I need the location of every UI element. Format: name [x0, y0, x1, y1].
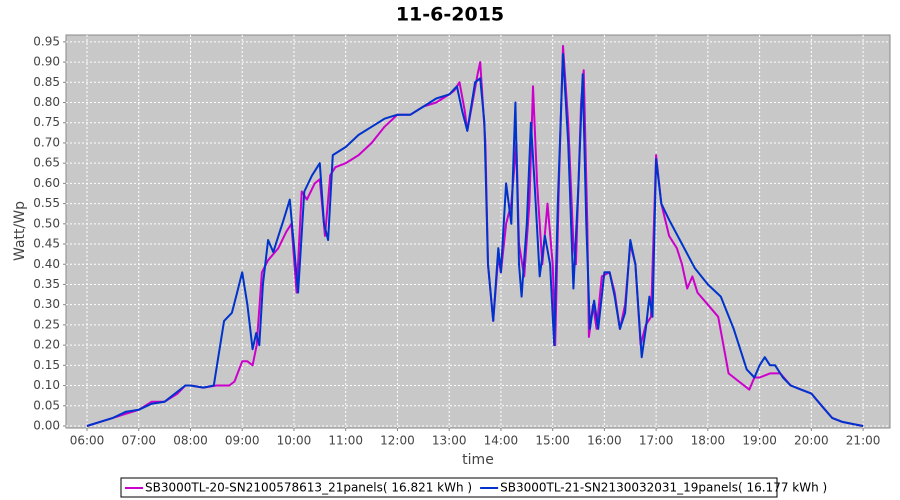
y-tick-label: 0.15 [33, 358, 60, 372]
y-tick-label: 0.85 [33, 75, 60, 89]
x-tick-label: 08:00 [173, 434, 208, 448]
y-tick-label: 0.70 [33, 135, 60, 149]
y-tick-label: 0.40 [33, 257, 60, 271]
y-tick-label: 0.75 [33, 115, 60, 129]
x-axis-label: time [462, 452, 494, 468]
y-tick-label: 0.65 [33, 156, 60, 170]
x-tick-label: 14:00 [484, 434, 519, 448]
chart-title: 11-6-2015 [396, 4, 504, 26]
x-tick-label: 18:00 [691, 434, 726, 448]
y-tick-label: 0.30 [33, 297, 60, 311]
x-tick-label: 16:00 [587, 434, 622, 448]
x-tick-label: 17:00 [639, 434, 674, 448]
x-tick-label: 13:00 [432, 434, 467, 448]
y-tick-label: 0.95 [33, 34, 60, 48]
x-tick-label: 11:00 [328, 434, 363, 448]
y-tick-label: 0.05 [33, 398, 60, 412]
x-tick-label: 15:00 [535, 434, 570, 448]
y-tick-label: 0.20 [33, 338, 60, 352]
legend-label: SB3000TL-20-SN2100578613_21panels( 16.82… [145, 481, 472, 495]
y-tick-label: 0.45 [33, 237, 60, 251]
plot-area [65, 34, 891, 429]
legend-label: SB3000TL-21-SN2130032031_19panels( 16.17… [500, 481, 827, 495]
y-tick-label: 0.60 [33, 176, 60, 190]
y-axis-label: Watt/Wp [12, 201, 28, 261]
x-tick-label: 10:00 [277, 434, 312, 448]
y-tick-label: 0.35 [33, 277, 60, 291]
y-tick-label: 0.55 [33, 196, 60, 210]
y-tick-label: 0.90 [33, 55, 60, 69]
x-tick-label: 12:00 [380, 434, 415, 448]
x-tick-label: 19:00 [742, 434, 777, 448]
y-tick-label: 0.25 [33, 317, 60, 331]
x-tick-label: 21:00 [846, 434, 881, 448]
legend [120, 477, 778, 498]
y-tick-label: 0.80 [33, 95, 60, 109]
data-line [86, 53, 864, 427]
y-tick-label: 0.50 [33, 216, 60, 230]
x-tick-label: 20:00 [794, 434, 829, 448]
x-tick-label: 06:00 [70, 434, 105, 448]
y-tick-label: 0.00 [33, 418, 60, 432]
x-tick-label: 09:00 [225, 434, 260, 448]
x-tick-label: 07:00 [121, 434, 156, 448]
y-tick-label: 0.10 [33, 378, 60, 392]
